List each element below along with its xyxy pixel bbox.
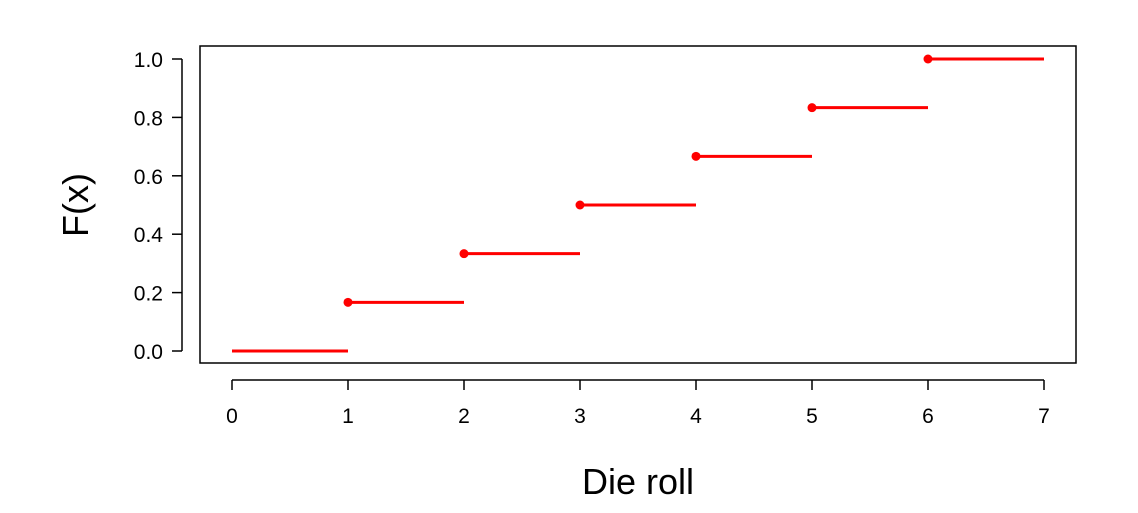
step-point [343,297,353,307]
x-axis: 0 1 2 3 4 5 6 7 [226,379,1050,428]
x-tick-label: 2 [458,405,470,428]
y-tick-label: 0.4 [134,224,164,247]
x-tick-label: 7 [1038,405,1050,428]
x-tick-label: 5 [806,405,818,428]
step-point [807,103,817,113]
y-tick-label: 1.0 [134,49,163,72]
y-tick-label: 0.6 [134,166,163,189]
y-tick-label: 0.2 [134,283,163,306]
x-tick-label: 4 [690,405,702,428]
series-cdf [232,54,1044,353]
x-axis-title: Die roll [582,461,694,502]
x-tick-label: 1 [342,405,354,428]
x-tick-label: 6 [922,405,934,428]
step-point [923,54,933,64]
step-point [691,151,701,161]
step-point [459,249,469,259]
plot-frame [199,45,1077,364]
x-tick-label: 3 [574,405,586,428]
y-tick-label: 0.8 [134,107,163,130]
y-axis-title: F(x) [55,173,96,237]
x-tick-label: 0 [226,405,238,428]
y-axis: 0.0 0.2 0.4 0.6 0.8 1.0 [134,49,183,364]
y-tick-label: 0.0 [134,341,163,364]
step-point [575,200,585,210]
